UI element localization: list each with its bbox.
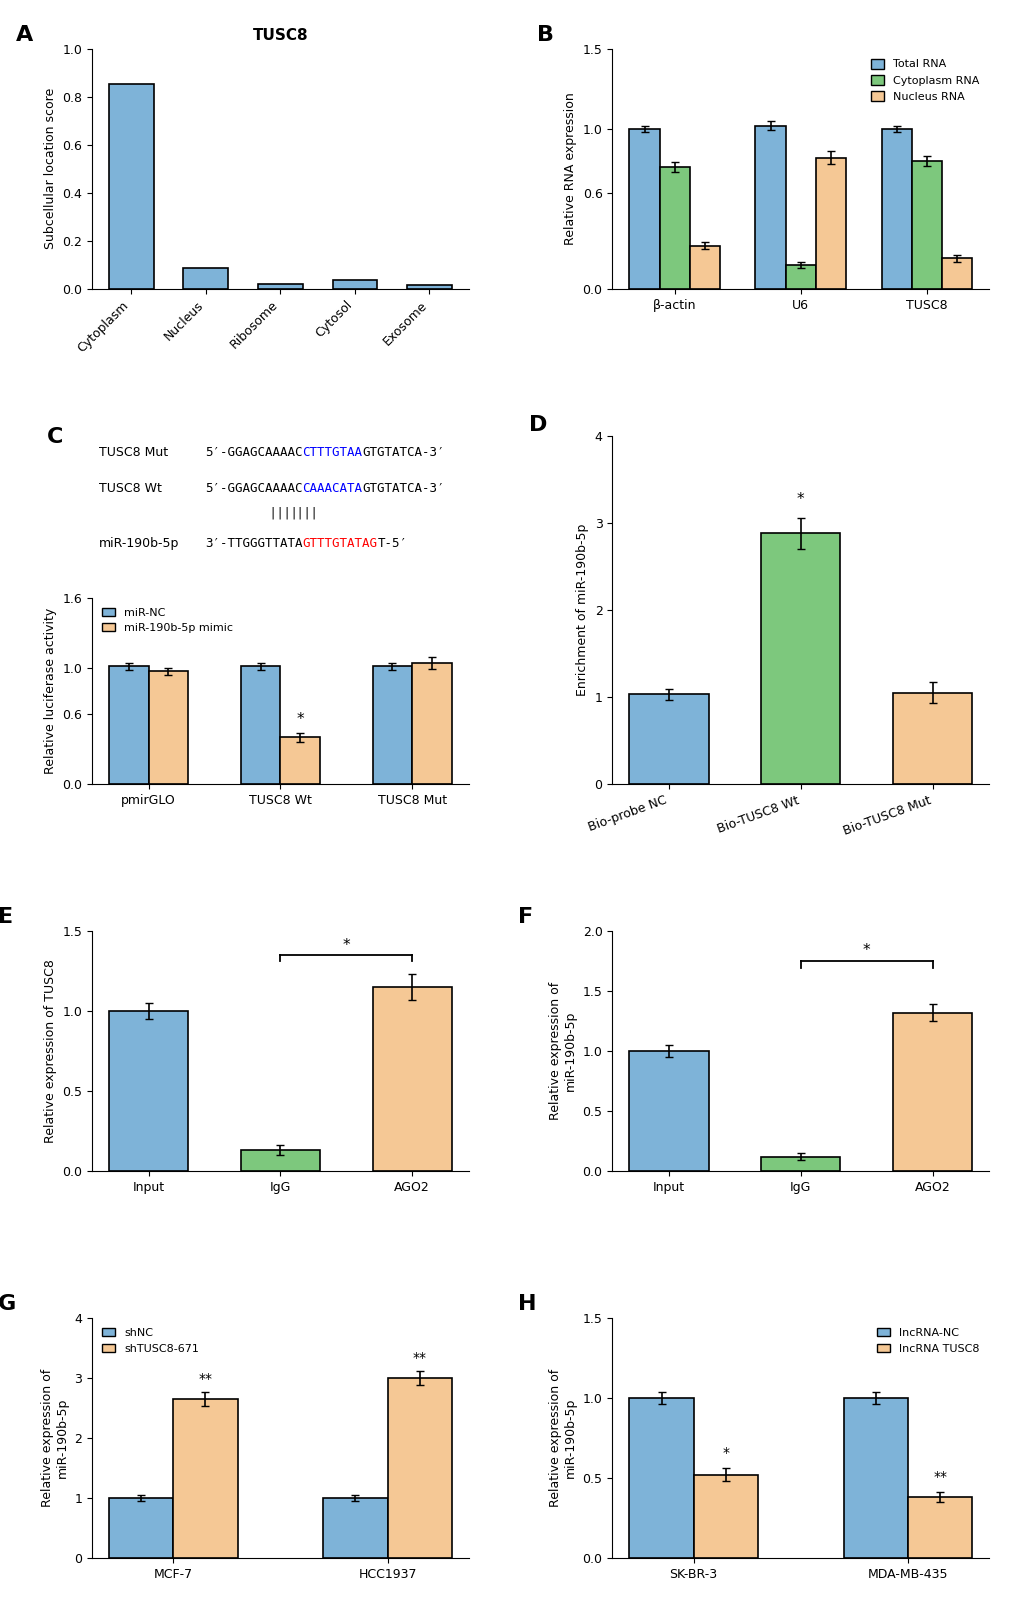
Text: *: * (342, 938, 350, 953)
Bar (659, 167, 689, 289)
Bar (911, 161, 942, 289)
Y-axis label: Relative RNA expression: Relative RNA expression (564, 93, 577, 245)
Text: |: | (284, 506, 288, 519)
Bar (372, 667, 412, 784)
Bar (693, 1475, 757, 1558)
Bar (815, 157, 846, 289)
Title: TUSC8: TUSC8 (253, 28, 308, 44)
Bar (109, 1498, 173, 1558)
Y-axis label: Enrichment of miR-190b-5p: Enrichment of miR-190b-5p (576, 524, 588, 696)
Bar (412, 662, 451, 784)
Y-axis label: Relative expression of
miR-190b-5p: Relative expression of miR-190b-5p (548, 1368, 577, 1508)
Text: 5′-GGAGCAAAAC: 5′-GGAGCAAAAC (205, 482, 303, 495)
Bar (407, 284, 451, 289)
Text: TUSC8 Wt: TUSC8 Wt (99, 482, 162, 495)
Bar (387, 1378, 451, 1558)
Legend: Total RNA, Cytoplasm RNA, Nucleus RNA: Total RNA, Cytoplasm RNA, Nucleus RNA (865, 54, 983, 107)
Text: |: | (311, 506, 315, 519)
Text: H: H (518, 1294, 536, 1315)
Text: E: E (0, 907, 12, 927)
Text: CTTTGTAA: CTTTGTAA (303, 446, 362, 459)
Y-axis label: Relative expression of
miR-190b-5p: Relative expression of miR-190b-5p (548, 982, 577, 1120)
Text: GTTTGTATAG: GTTTGTATAG (303, 537, 377, 550)
Bar (893, 693, 971, 784)
Bar (629, 1052, 708, 1172)
Bar (843, 1397, 907, 1558)
Bar (907, 1498, 971, 1558)
Legend: lncRNA-NC, lncRNA TUSC8: lncRNA-NC, lncRNA TUSC8 (871, 1323, 983, 1358)
Text: miR-190b-5p: miR-190b-5p (99, 537, 179, 550)
Text: *: * (862, 943, 870, 959)
Text: CAAACATA: CAAACATA (303, 482, 362, 495)
Bar (258, 284, 303, 289)
Text: |: | (277, 506, 281, 519)
Bar (689, 245, 719, 289)
Text: *: * (721, 1446, 729, 1461)
Bar (109, 83, 154, 289)
Bar (893, 1013, 971, 1172)
Bar (240, 1151, 320, 1172)
Text: B: B (536, 24, 553, 45)
Bar (280, 737, 320, 784)
Text: |: | (298, 506, 302, 519)
Bar (332, 279, 377, 289)
Y-axis label: Subcellular location score: Subcellular location score (44, 88, 56, 250)
Bar (109, 1011, 187, 1172)
Text: T-5′: T-5′ (377, 537, 407, 550)
Bar (183, 268, 228, 289)
Bar (109, 667, 149, 784)
Text: D: D (529, 415, 547, 435)
Text: **: ** (932, 1470, 947, 1485)
Bar (629, 1397, 693, 1558)
Bar (760, 534, 840, 784)
Text: 5′-GGAGCAAAAC: 5′-GGAGCAAAAC (205, 446, 303, 459)
Bar (760, 1157, 840, 1172)
Text: C: C (47, 427, 63, 448)
Text: A: A (16, 24, 34, 45)
Bar (173, 1399, 237, 1558)
Bar (755, 125, 785, 289)
Text: *: * (297, 712, 304, 727)
Text: |: | (290, 506, 296, 519)
Text: **: ** (198, 1371, 212, 1386)
Bar (323, 1498, 387, 1558)
Bar (942, 258, 971, 289)
Y-axis label: Relative expression of TUSC8: Relative expression of TUSC8 (44, 959, 56, 1143)
Text: GTGTATCA-3′: GTGTATCA-3′ (362, 482, 444, 495)
Bar (785, 265, 815, 289)
Text: 3′-TTGGGTTATA: 3′-TTGGGTTATA (205, 537, 303, 550)
Text: F: F (518, 907, 533, 927)
Text: |: | (305, 506, 309, 519)
Bar (629, 128, 659, 289)
Text: |: | (270, 506, 275, 519)
Legend: shNC, shTUSC8-671: shNC, shTUSC8-671 (97, 1323, 203, 1358)
Legend: miR-NC, miR-190b-5p mimic: miR-NC, miR-190b-5p mimic (97, 604, 237, 638)
Text: **: ** (413, 1350, 426, 1365)
Y-axis label: Relative expression of
miR-190b-5p: Relative expression of miR-190b-5p (41, 1368, 68, 1508)
Bar (880, 128, 911, 289)
Bar (629, 695, 708, 784)
Text: G: G (0, 1294, 15, 1315)
Bar (149, 670, 187, 784)
Y-axis label: Relative luciferase activity: Relative luciferase activity (44, 607, 56, 774)
Bar (372, 987, 451, 1172)
Text: GTGTATCA-3′: GTGTATCA-3′ (362, 446, 444, 459)
Text: *: * (796, 492, 804, 506)
Bar (240, 667, 280, 784)
Text: TUSC8 Mut: TUSC8 Mut (99, 446, 168, 459)
